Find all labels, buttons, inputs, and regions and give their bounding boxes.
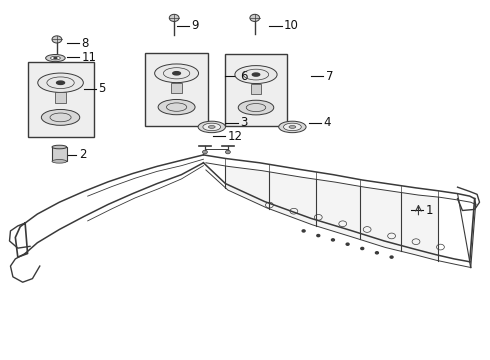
Ellipse shape	[38, 73, 83, 93]
Text: 9: 9	[191, 19, 199, 32]
Ellipse shape	[289, 126, 296, 129]
Circle shape	[346, 243, 349, 245]
Bar	[225, 54, 287, 126]
Bar	[251, 84, 261, 94]
Ellipse shape	[238, 100, 274, 115]
Text: 5: 5	[98, 82, 106, 95]
Ellipse shape	[56, 81, 65, 85]
Ellipse shape	[279, 121, 306, 133]
Bar	[55, 93, 66, 103]
Ellipse shape	[198, 121, 225, 133]
Text: 7: 7	[326, 69, 333, 82]
Ellipse shape	[203, 123, 220, 131]
Text: 4: 4	[323, 116, 331, 129]
Polygon shape	[270, 172, 316, 226]
Text: 1: 1	[426, 204, 433, 217]
Polygon shape	[360, 186, 401, 251]
Bar	[171, 82, 182, 93]
Bar	[52, 147, 67, 161]
Circle shape	[390, 256, 393, 258]
Ellipse shape	[235, 66, 277, 84]
Ellipse shape	[252, 73, 260, 76]
Ellipse shape	[52, 145, 67, 149]
Ellipse shape	[155, 64, 198, 82]
Bar	[27, 62, 94, 137]
Bar	[145, 53, 208, 126]
Text: 3: 3	[240, 116, 247, 129]
Circle shape	[361, 247, 364, 249]
Polygon shape	[401, 193, 438, 261]
Circle shape	[169, 14, 179, 22]
Text: 12: 12	[228, 130, 243, 143]
Ellipse shape	[50, 56, 60, 60]
Ellipse shape	[52, 159, 67, 163]
Ellipse shape	[208, 126, 215, 129]
Circle shape	[317, 234, 320, 237]
Text: 11: 11	[81, 51, 97, 64]
Ellipse shape	[173, 72, 180, 75]
Ellipse shape	[158, 99, 195, 115]
Polygon shape	[316, 179, 360, 239]
Circle shape	[331, 239, 334, 241]
Circle shape	[202, 150, 207, 154]
Text: 8: 8	[81, 36, 89, 50]
Ellipse shape	[284, 123, 301, 131]
Text: 10: 10	[284, 19, 299, 32]
Ellipse shape	[46, 54, 65, 62]
Circle shape	[302, 230, 305, 232]
Circle shape	[250, 14, 260, 22]
Ellipse shape	[54, 58, 57, 59]
Circle shape	[375, 252, 378, 254]
Text: 2: 2	[79, 148, 86, 161]
Circle shape	[52, 36, 62, 43]
Circle shape	[225, 150, 230, 154]
Ellipse shape	[41, 109, 80, 125]
Polygon shape	[225, 166, 270, 209]
Text: 6: 6	[240, 69, 247, 82]
